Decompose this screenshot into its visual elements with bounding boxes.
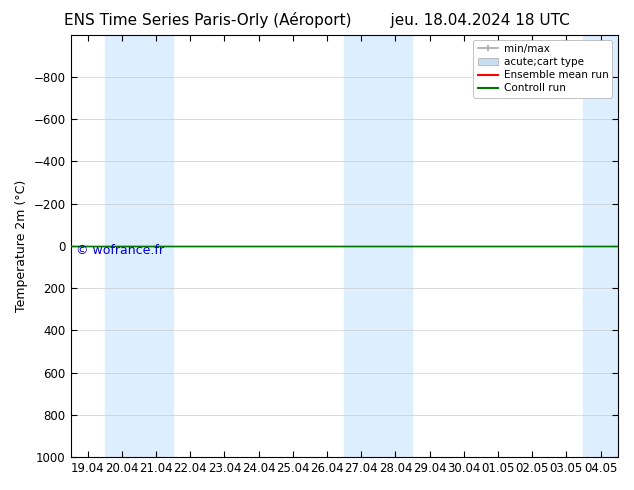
Bar <box>139 35 173 457</box>
Bar <box>378 35 413 457</box>
Text: ENS Time Series Paris-Orly (Aéroport)        jeu. 18.04.2024 18 UTC: ENS Time Series Paris-Orly (Aéroport) je… <box>64 12 570 28</box>
Bar <box>583 35 618 457</box>
Bar <box>105 35 139 457</box>
Y-axis label: Temperature 2m (°C): Temperature 2m (°C) <box>15 180 28 312</box>
Text: © wofrance.fr: © wofrance.fr <box>76 244 164 257</box>
Legend: min/max, acute;cart type, Ensemble mean run, Controll run: min/max, acute;cart type, Ensemble mean … <box>474 40 612 98</box>
Bar <box>344 35 378 457</box>
